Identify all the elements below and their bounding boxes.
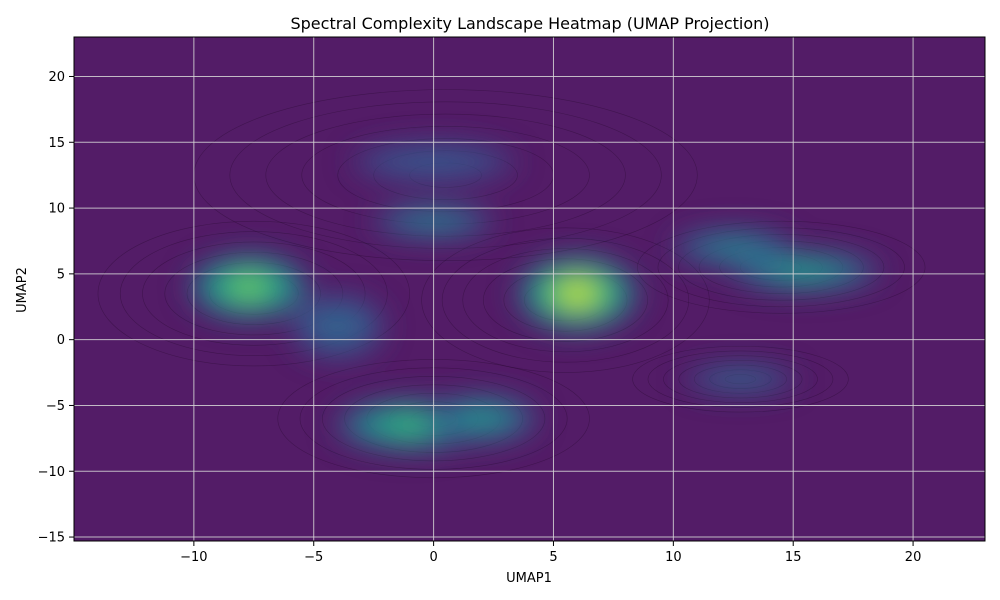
x-tick-label: 20: [905, 550, 922, 565]
x-tick-label: 15: [785, 550, 802, 565]
density-contour: [441, 237, 690, 363]
chart-title: Spectral Complexity Landscape Heatmap (U…: [290, 14, 769, 33]
y-tick-label: 10: [48, 202, 65, 217]
density-contour: [632, 345, 849, 413]
x-tick-label: 5: [549, 550, 557, 565]
density-contour: [637, 220, 926, 314]
y-tick-label: −15: [38, 531, 65, 546]
y-axis-label: UMAP2: [15, 267, 30, 313]
density-contour: [164, 251, 344, 336]
y-tick-label: −10: [38, 465, 65, 480]
x-tick-label: 0: [429, 550, 437, 565]
density-contour: [97, 220, 410, 367]
density-contour: [657, 227, 905, 308]
density-contour: [663, 355, 818, 403]
y-tick-label: 20: [48, 70, 65, 85]
density-peak: [238, 281, 260, 293]
x-axis-ticks: −10 −5 0 5 10 15 20: [180, 541, 921, 565]
density-peak: [792, 267, 818, 275]
density-peak: [722, 244, 744, 251]
x-axis-label: UMAP1: [506, 571, 552, 586]
density-contour: [119, 231, 388, 356]
density-peak: [329, 321, 346, 332]
density-contour: [462, 248, 669, 353]
density-peak: [396, 420, 423, 430]
y-tick-label: 0: [57, 333, 65, 348]
density-contour: [647, 350, 834, 408]
density-contour: [678, 234, 885, 301]
density-peak: [471, 414, 492, 423]
x-tick-label: 10: [665, 550, 682, 565]
plot-area: [74, 37, 985, 541]
x-tick-label: −5: [304, 550, 323, 565]
density-contour: [678, 360, 803, 399]
density-contour: [421, 227, 710, 373]
plot-frame: [73, 36, 986, 542]
y-tick-label: −5: [46, 399, 65, 414]
y-axis-ticks: −15 −10 −5 0 5 10 15 20: [38, 70, 74, 546]
density-contour: [229, 101, 662, 249]
y-tick-label: 15: [48, 136, 65, 151]
density-contour: [142, 241, 366, 346]
x-tick-label: −10: [180, 550, 207, 565]
density-peak: [567, 287, 588, 301]
density-peak: [730, 376, 751, 382]
y-tick-label: 5: [57, 267, 65, 282]
